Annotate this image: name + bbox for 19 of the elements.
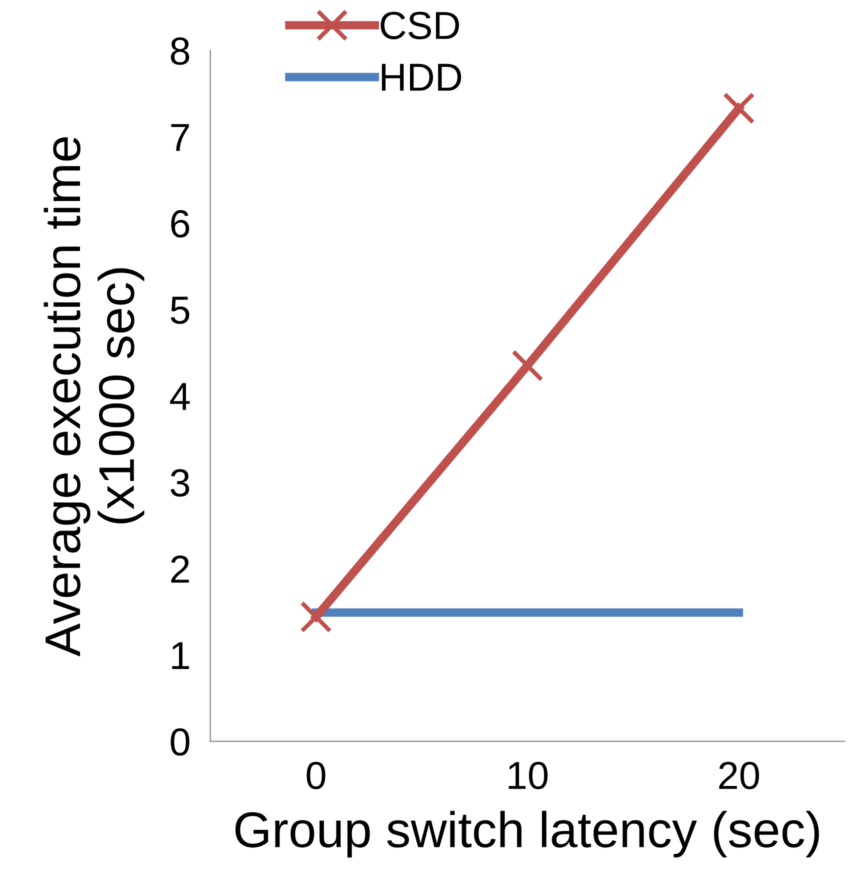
x-axis-title: Group switch latency (sec) [235, 810, 819, 858]
y-tick-label: 7 [171, 124, 189, 151]
y-tick-label: 0 [170, 728, 190, 756]
point [722, 92, 755, 124]
y-tick-label: 6 [171, 210, 190, 238]
legend-label: HDD [382, 64, 462, 91]
y-tick-label: 2 [171, 555, 189, 583]
y-tick-label: 8 [170, 37, 190, 65]
y-tick-label: 5 [170, 296, 190, 324]
y-tick-label: 3 [170, 469, 190, 497]
point [511, 350, 544, 382]
y-tick-label: 4 [170, 383, 190, 410]
x-tick-label: 10 [508, 762, 548, 790]
x-tick-label: 20 [719, 762, 759, 790]
x-tick-label: 0 [306, 762, 326, 790]
y-axis-title: Average execution time (x1000 sec) [44, 137, 144, 657]
point [300, 600, 332, 633]
y-tick-label: 1 [172, 642, 189, 669]
legend-label: CSD [380, 12, 459, 40]
